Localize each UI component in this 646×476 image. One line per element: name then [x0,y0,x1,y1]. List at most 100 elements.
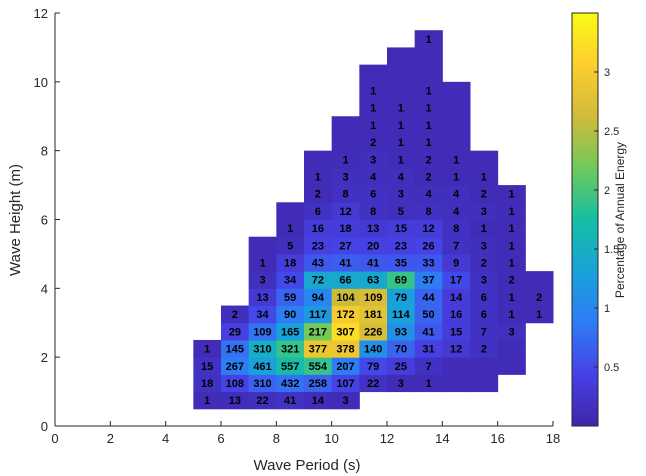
x-tick-label: 0 [51,431,58,446]
cell-value-label: 23 [312,240,324,252]
heatmap-cell [276,202,305,220]
heatmap-cell [248,357,277,375]
heatmap-cell [248,253,277,272]
cell-value-label: 432 [281,378,299,390]
heatmap-cell [414,357,443,375]
heatmap-cell [470,219,499,238]
heatmap-cell [221,339,250,358]
heatmap-cell [470,322,499,341]
heatmap-cell [276,288,305,307]
x-tick-label: 2 [107,431,114,446]
cell-value-label: 18 [339,223,351,235]
colorbar-scale [571,12,599,427]
y-tick-label: 12 [34,6,48,21]
heatmap-cell [304,271,333,289]
heatmap-cell [387,305,416,324]
heatmap-cell [414,185,443,203]
y-tick-label: 0 [41,419,48,434]
heatmap-cell [304,391,333,410]
heatmap-cell [248,374,277,393]
heatmap-cell [414,253,443,272]
heatmap-cell [359,236,388,255]
heatmap-cell [276,236,305,255]
cell-value-label: 107 [336,378,354,390]
cell-value-label: 1 [508,292,514,304]
x-tick-label: 12 [380,431,394,446]
x-tick-label: 18 [546,431,560,446]
heatmap-cell [276,271,305,289]
cell-value-label: 1 [425,85,431,97]
cell-value-label: 12 [422,223,434,235]
heatmap-cell [276,357,305,375]
heatmap-cell [414,322,443,341]
heatmap-cell [470,253,499,272]
y-tick-label: 10 [34,75,48,90]
heatmap-cell [414,236,443,255]
heatmap-cell [442,271,471,289]
heatmap-cell [414,374,443,393]
cell-value-label: 1 [370,85,376,97]
colorbar-tick-label: 2.5 [604,126,619,138]
heatmap-cell [331,391,360,410]
heatmap-cell [193,339,222,358]
x-tick-label: 10 [324,431,338,446]
heatmap-cell [359,219,388,238]
heatmap-cell [276,339,305,358]
cell-value-label: 6 [315,206,321,218]
cell-value-label: 267 [226,361,244,373]
cell-value-label: 8 [342,189,348,201]
x-axis-label: Wave Period (s) [254,457,361,474]
heatmap-cell [248,339,277,358]
heatmap-cell [359,288,388,307]
cell-value-label: 3 [481,206,487,218]
heatmap-cell [359,322,388,341]
heatmap-cell [359,271,388,289]
cell-value-label: 108 [226,378,244,390]
heatmap-cell [387,64,416,83]
heatmap-cell [414,305,443,324]
heatmap-cell [221,391,250,410]
heatmap-cell [497,322,526,341]
heatmap-cell [331,253,360,272]
colorbar-tick-label: 1.5 [604,244,619,256]
cell-value-label: 226 [364,326,382,338]
y-tick-label: 6 [41,213,48,228]
heatmap-cell [442,339,471,358]
heatmap-cell [331,167,360,186]
heatmap-cell [470,167,499,186]
heatmap-cell [359,374,388,393]
heatmap-cell [525,288,554,307]
cell-value-label: 377 [309,344,327,356]
heatmap-cell [525,305,554,324]
heatmap-cell [221,322,250,341]
cell-value-label: 13 [229,395,241,407]
heatmap-cell [442,202,471,220]
colorbar: 0.5 1 1.5 2 2.5 3 [571,12,619,427]
heatmap-cell [304,236,333,255]
heatmap-cell [387,357,416,375]
heatmap-cell [331,219,360,238]
cell-value-label: 33 [422,258,434,270]
heatmap-cell [221,374,250,393]
heatmap-cell [470,202,499,220]
cell-value-label: 4 [370,171,377,183]
heatmap-cell [414,47,443,66]
cell-value-label: 2 [370,137,376,149]
heatmap-cell [387,99,416,117]
cell-value-label: 3 [370,154,376,166]
cell-value-label: 12 [450,344,462,356]
heatmap-cell [331,357,360,375]
cell-value-label: 140 [364,344,382,356]
heatmap-cell [276,219,305,238]
heatmap-cell [414,150,443,169]
heatmap-cell [276,305,305,324]
heatmap-cell [359,357,388,375]
cell-value-label: 109 [253,326,271,338]
cell-value-label: 2 [232,309,238,321]
x-tick-label: 16 [490,431,504,446]
heatmap-cells [193,30,554,410]
colorbar-label: Percentage of Annual Energy [613,142,627,298]
cell-value-label: 117 [309,309,327,321]
heatmap-cell [497,185,526,203]
